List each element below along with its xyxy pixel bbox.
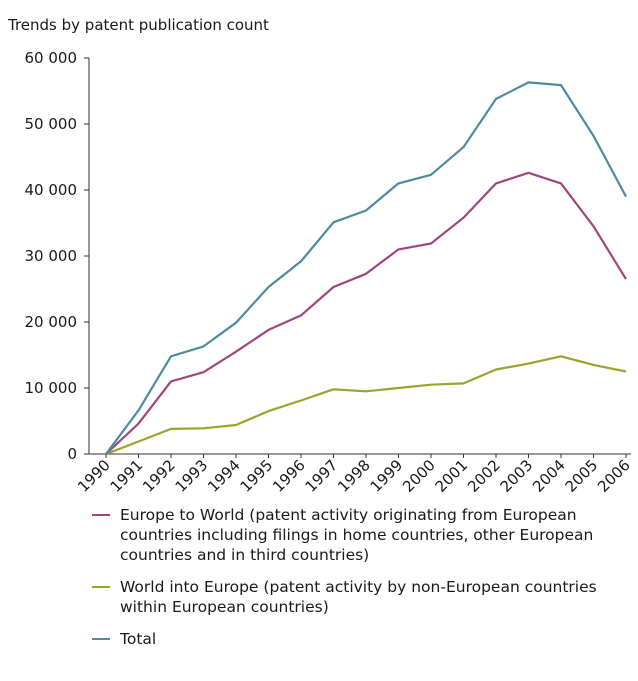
- y-tick-label: 30 000: [25, 247, 78, 265]
- y-tick-label: 40 000: [25, 181, 78, 199]
- legend-swatch: [92, 514, 110, 516]
- legend-label: Europe to World (patent activity origina…: [120, 506, 594, 564]
- x-tick-label: 1991: [107, 456, 147, 496]
- x-tick-label: 1998: [334, 456, 374, 496]
- y-tick-label: 20 000: [25, 313, 78, 331]
- legend-swatch: [92, 638, 110, 640]
- series-line-2: [105, 81, 627, 455]
- legend: Europe to World (patent activity origina…: [92, 505, 632, 661]
- series-lines: [105, 81, 627, 456]
- y-tick-label: 50 000: [25, 115, 78, 133]
- series-line-1: [105, 355, 627, 456]
- x-tick-label: 1993: [172, 456, 212, 496]
- y-tick-label: 0: [67, 445, 77, 463]
- chart-title: Trends by patent publication count: [8, 16, 269, 34]
- x-tick-label: 2003: [497, 456, 537, 496]
- x-tick-label: 2001: [432, 456, 472, 496]
- x-tick-label: 2000: [399, 456, 439, 496]
- x-tick-label: 2002: [464, 456, 504, 496]
- series-line-0: [105, 171, 627, 455]
- x-tick-label: 2004: [529, 456, 569, 496]
- x-axis-ticks: 1990199119921993199419951996199719981999…: [74, 454, 634, 496]
- x-tick-label: 1995: [237, 456, 277, 496]
- legend-label: World into Europe (patent activity by no…: [120, 578, 597, 616]
- x-tick-label: 1994: [204, 456, 244, 496]
- legend-label: Total: [120, 630, 157, 648]
- legend-item-europe-to-world: Europe to World (patent activity origina…: [92, 505, 632, 565]
- y-tick-label: 60 000: [25, 49, 78, 67]
- axes: [88, 58, 631, 455]
- x-tick-label: 1990: [74, 456, 114, 496]
- y-tick-label: 10 000: [25, 379, 78, 397]
- y-axis-ticks: 0 10 000 20 000 30 000 40 000 50 000 60 000: [25, 49, 89, 463]
- legend-swatch: [92, 586, 110, 588]
- legend-item-total: Total: [92, 629, 632, 649]
- x-tick-label: 2006: [594, 456, 634, 496]
- legend-item-world-into-europe: World into Europe (patent activity by no…: [92, 577, 632, 617]
- x-tick-label: 1996: [269, 456, 309, 496]
- line-chart: 0 10 000 20 000 30 000 40 000 50 000 60 000 19…: [25, 49, 634, 496]
- x-tick-label: 1999: [367, 456, 407, 496]
- x-tick-label: 2005: [562, 456, 602, 496]
- x-tick-label: 1997: [302, 456, 342, 496]
- x-tick-label: 1992: [139, 456, 179, 496]
